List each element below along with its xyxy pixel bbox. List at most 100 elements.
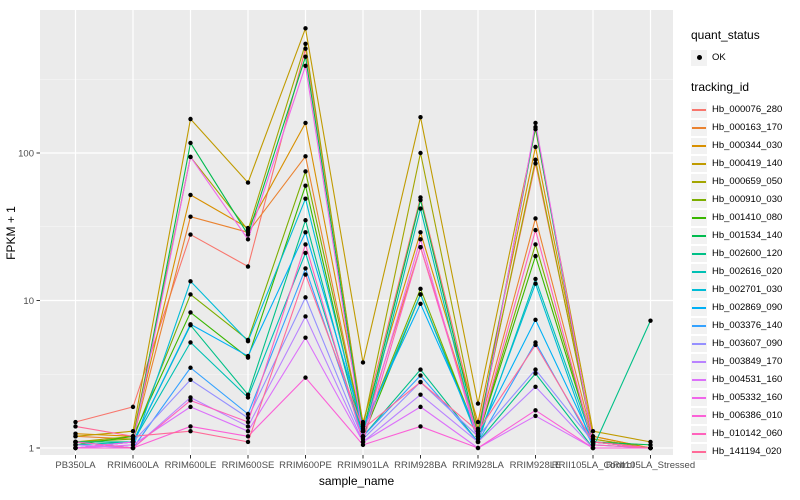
legend-key-swatch [691,245,707,262]
data-point [533,242,538,247]
legend-item-label: Hb_002616_020 [712,266,783,277]
data-point [418,114,423,120]
data-point [533,253,538,259]
data-point [303,154,308,159]
legend-item-Hb_003607_090: Hb_003607_090 [691,335,799,352]
data-point [303,272,308,277]
series-line-icon [692,252,706,255]
data-point [130,428,136,434]
data-point [303,169,308,174]
data-point [475,419,481,425]
data-point [303,230,308,235]
data-point [188,398,193,403]
series-line-icon [692,198,706,201]
data-point [303,41,308,46]
data-point [533,227,538,233]
series-line-icon [692,270,706,273]
data-point [360,426,366,431]
legend-key-swatch [691,281,707,298]
data-point [73,434,78,439]
legend-item-label: Hb_002701_030 [712,284,783,295]
data-point [245,415,251,421]
legend-item-label: Hb_002600_120 [712,248,783,259]
data-point [245,180,251,185]
legend-key-swatch [691,353,707,370]
x-tick-label: RRIM600LE [165,460,217,471]
data-point [475,445,481,451]
legend-item-label: Hb_004531_160 [712,374,783,385]
legend-item-Hb_002600_120: Hb_002600_120 [691,245,799,262]
legend-title-quant-status: quant_status [691,28,760,42]
data-point [418,230,423,235]
legend-key-swatch [691,371,707,388]
series-line-icon [692,360,706,363]
x-tick-label: RRIM928LE [510,460,562,471]
data-point [533,120,538,126]
data-point [303,250,308,256]
data-point [188,116,193,122]
legend-key-swatch [691,425,707,442]
data-point [533,161,538,166]
series-line-icon [692,126,706,129]
legend-item-label: Hb_010142_060 [712,428,783,439]
data-point [533,342,538,348]
legend-item-label: Hb_001410_080 [712,212,783,223]
data-point [418,244,423,250]
data-point [188,365,193,370]
legend-item-Hb_000076_280: Hb_000076_280 [691,101,799,118]
data-point [188,140,193,146]
data-point [590,428,596,434]
data-point [130,404,136,410]
series-line-icon [692,450,706,453]
data-point [303,242,308,247]
data-point [188,428,193,434]
data-point [533,317,538,322]
data-point [533,384,538,389]
data-point [73,419,78,425]
data-point [303,63,308,69]
legend-key-swatch [691,317,707,334]
data-point [130,445,136,451]
legend-item-Hb_141194_020: Hb_141194_020 [691,443,799,460]
data-point [303,26,308,31]
legend-key-swatch [691,389,707,406]
data-point [648,442,653,448]
legend-item-Hb_003849_170: Hb_003849_170 [691,353,799,370]
data-point [188,192,193,198]
data-point [533,144,538,150]
data-point [130,439,136,445]
data-point [188,292,193,297]
legend-key-swatch [691,101,707,118]
data-point [303,54,308,59]
legend-key-swatch [691,137,707,154]
legend-item-Hb_001410_080: Hb_001410_080 [691,209,799,226]
data-point [188,377,193,382]
data-point [188,279,193,284]
data-point [418,206,423,211]
legend: quant_status OK tracking_id Hb_000076_28… [691,28,799,474]
legend-section-tracking-id: tracking_id Hb_000076_280 Hb_000163_170 Hb… [691,80,799,460]
data-point [245,419,251,425]
data-point [418,424,423,429]
series-line-icon [692,216,706,219]
data-point [303,120,308,126]
data-point [245,353,251,359]
legend-item-label: Hb_000163_170 [712,122,783,133]
data-point [303,314,308,319]
legend-item-Hb_004531_160: Hb_004531_160 [691,371,799,388]
data-point [303,46,308,51]
legend-item-label: Hb_005332_160 [712,392,783,403]
data-point [188,340,193,345]
legend-item-label: Hb_003376_140 [712,320,783,331]
legend-item-Hb_000163_170: Hb_000163_170 [691,119,799,136]
data-point [533,276,538,282]
data-point [245,227,251,233]
data-point [475,401,481,406]
legend-key-swatch [691,155,707,172]
x-tick-label: RRII105LA_Stressed [606,460,695,471]
legend-title-tracking-id: tracking_id [691,80,750,94]
data-point [188,424,193,429]
data-point [245,439,251,445]
